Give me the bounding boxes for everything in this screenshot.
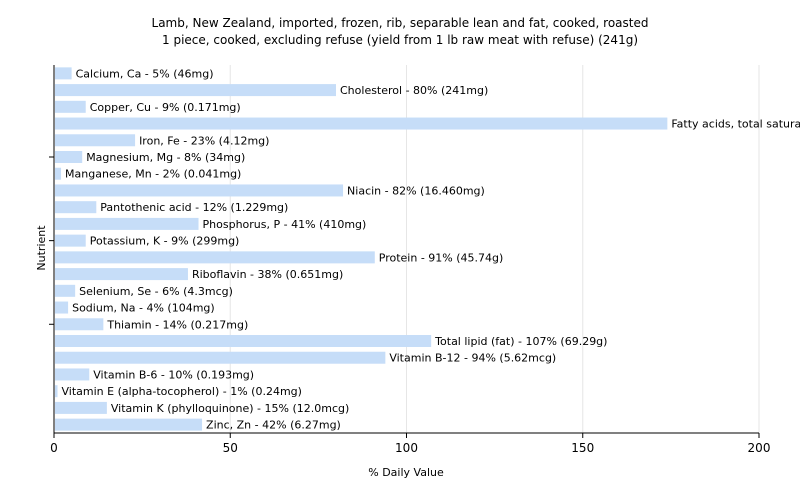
bar	[55, 301, 69, 314]
bar	[55, 117, 668, 130]
bar-label: Potassium, K - 9% (299mg)	[90, 235, 240, 248]
chart-subtitle: 1 piece, cooked, excluding refuse (yield…	[162, 33, 638, 47]
bar	[55, 217, 199, 230]
bar-labels-group: Calcium, Ca - 5% (46mg) Cholesterol - 80%…	[62, 67, 800, 431]
bar	[55, 418, 203, 431]
bar	[55, 67, 72, 80]
bar	[55, 167, 62, 180]
x-tick-label: 100	[395, 441, 418, 455]
x-axis-title: % Daily Value	[368, 466, 444, 479]
bar-label: Riboflavin - 38% (0.651mg)	[192, 268, 343, 281]
bar-label: Manganese, Mn - 2% (0.041mg)	[65, 168, 241, 181]
bar	[55, 401, 107, 414]
bar-label: Protein - 91% (45.74g)	[379, 251, 504, 264]
x-tick-label: 0	[50, 441, 58, 455]
bar	[55, 201, 97, 214]
bar-label: Sodium, Na - 4% (104mg)	[72, 302, 215, 315]
axes-group: 0 50 100 150 200	[49, 65, 770, 455]
bar	[55, 385, 58, 398]
bar	[55, 368, 90, 381]
bar	[55, 84, 336, 97]
bar	[55, 134, 136, 147]
bar-label: Iron, Fe - 23% (4.12mg)	[139, 134, 269, 147]
x-tick-label: 200	[748, 441, 771, 455]
bar-label: Total lipid (fat) - 107% (69.29g)	[434, 335, 607, 348]
bar	[55, 284, 76, 297]
bar	[55, 318, 104, 331]
bar-label: Selenium, Se - 6% (4.3mcg)	[79, 285, 233, 298]
bar-label: Pantothenic acid - 12% (1.229mg)	[100, 201, 288, 214]
bar	[55, 251, 375, 264]
bar-label: Vitamin K (phylloquinone) - 15% (12.0mcg…	[111, 402, 349, 415]
bar-label: Cholesterol - 80% (241mg)	[340, 84, 488, 97]
bar	[55, 151, 83, 163]
bar-label: Phosphorus, P - 41% (410mg)	[203, 218, 367, 231]
bars-group	[55, 67, 668, 431]
bar-label: Magnesium, Mg - 8% (34mg)	[86, 151, 245, 164]
bar-label: Vitamin B-6 - 10% (0.193mg)	[93, 368, 254, 381]
bar-label: Calcium, Ca - 5% (46mg)	[76, 67, 214, 80]
bar-label: Thiamin - 14% (0.217mg)	[106, 318, 248, 331]
bar	[55, 100, 86, 113]
bar	[55, 335, 432, 347]
bar-label: Copper, Cu - 9% (0.171mg)	[90, 101, 241, 114]
bar	[55, 184, 344, 197]
bar	[55, 351, 386, 364]
bar	[55, 234, 86, 247]
x-tick-label: 150	[571, 441, 594, 455]
bar-label: Vitamin E (alpha-tocopherol) - 1% (0.24m…	[62, 385, 302, 398]
chart-title: Lamb, New Zealand, imported, frozen, rib…	[152, 16, 649, 30]
bar-label: Vitamin B-12 - 94% (5.62mcg)	[389, 352, 556, 365]
bar-label: Niacin - 82% (16.460mg)	[347, 184, 485, 197]
x-tick-label: 50	[223, 441, 238, 455]
bar	[55, 268, 188, 281]
bar-label: Fatty acids, total saturated - 174% (34.…	[671, 118, 800, 131]
y-axis-title: Nutrient	[35, 225, 48, 271]
bar-label: Zinc, Zn - 42% (6.27mg)	[206, 419, 341, 432]
